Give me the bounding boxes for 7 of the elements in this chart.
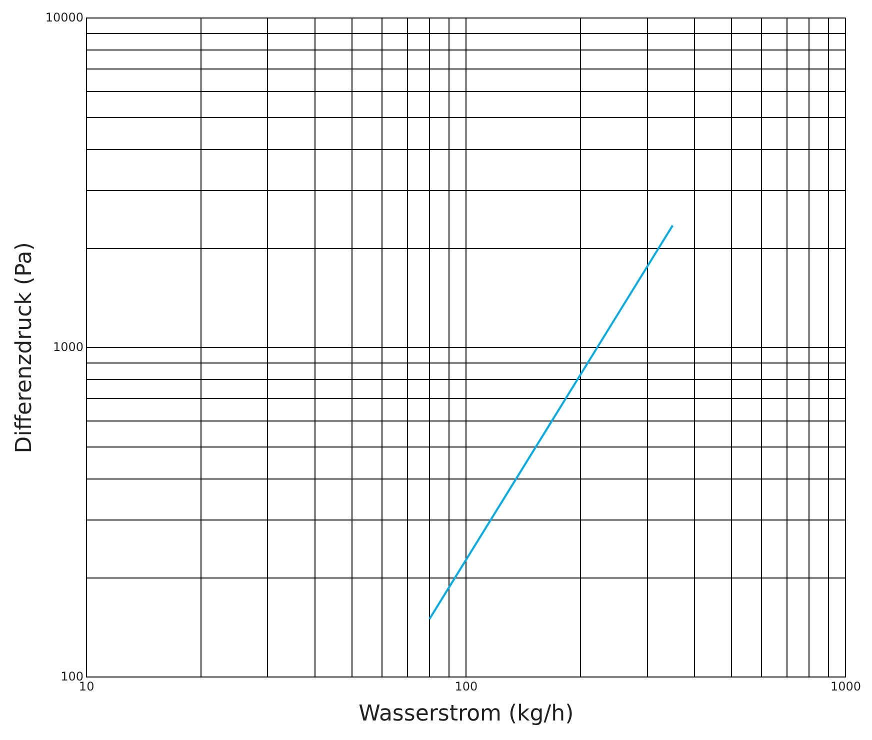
x-tick-label: 100 <box>454 680 478 694</box>
x-axis-title: Wasserstrom (kg/h) <box>358 702 574 727</box>
y-tick-label: 1000 <box>53 340 84 354</box>
y-axis-title: Differenzdruck (Pa) <box>12 242 37 454</box>
x-tick-label: 1000 <box>830 680 862 694</box>
x-tick-label: 10 <box>78 680 94 694</box>
y-tick-label: 10000 <box>45 10 84 24</box>
